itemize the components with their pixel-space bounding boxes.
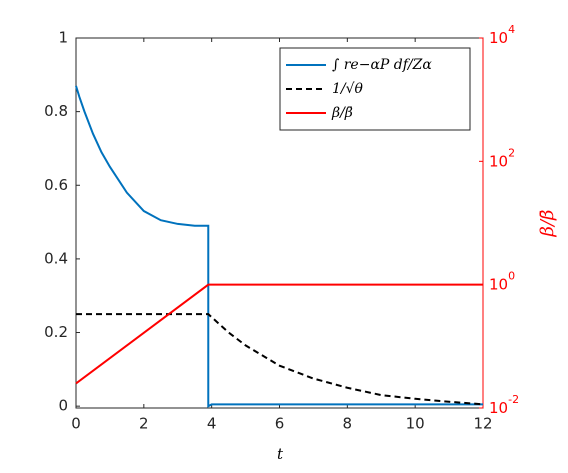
y-tick-label: 0 xyxy=(58,397,68,415)
series-line xyxy=(76,313,484,406)
y2-tick-exponent: 2 xyxy=(508,146,515,159)
y2-tick-exponent: 4 xyxy=(508,23,515,36)
y2-tick-exponent: -2 xyxy=(508,393,519,406)
legend-label: β/β̄ xyxy=(331,105,353,121)
y2-tick-label: 104 xyxy=(489,23,515,47)
y-tick-label: 0.2 xyxy=(44,323,68,341)
series-line xyxy=(75,85,483,408)
y-tick-label: 0.8 xyxy=(44,102,68,120)
x-tick-label: 0 xyxy=(71,415,81,433)
x-tick-label: 2 xyxy=(139,415,149,433)
x-axis-label: t xyxy=(277,445,284,463)
series-line xyxy=(75,283,483,385)
y2-tick-base: 10 xyxy=(489,152,508,170)
y2-tick-base: 10 xyxy=(489,29,508,47)
legend-label: ∫ re−αP df/Zα xyxy=(332,57,432,73)
y-tick-label: 0.4 xyxy=(44,249,68,267)
legend-label: 1/√θ xyxy=(332,81,364,97)
y2-axis-label: β/β̄ xyxy=(537,210,558,238)
x-tick-label: 8 xyxy=(343,415,353,433)
x-tick-label: 10 xyxy=(406,415,425,433)
y2-tick-label: 10-2 xyxy=(489,393,519,417)
y2-tick-base: 10 xyxy=(489,399,508,417)
y-tick-label: 1 xyxy=(58,29,68,47)
x-tick-label: 6 xyxy=(275,415,285,433)
y2-tick-exponent: 0 xyxy=(508,270,515,283)
y2-tick-label: 102 xyxy=(489,146,515,170)
y-tick-label: 0.6 xyxy=(44,176,68,194)
y2-tick-base: 10 xyxy=(489,275,508,293)
x-tick-label: 4 xyxy=(207,415,217,433)
x-tick-label: 12 xyxy=(473,415,492,433)
y2-tick-label: 100 xyxy=(489,270,515,294)
